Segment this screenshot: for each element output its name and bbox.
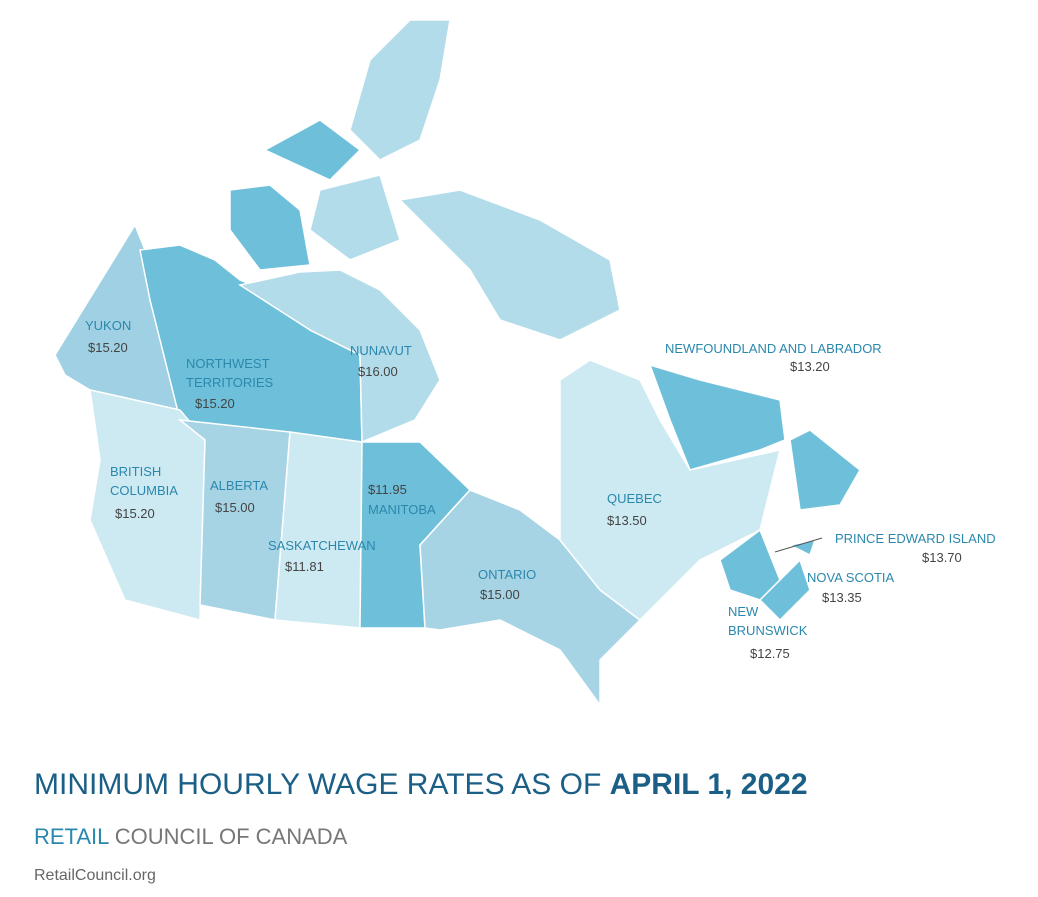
subtitle-text: COUNCIL OF CANADA xyxy=(114,824,348,849)
region-name: NEWFOUNDLAND AND LABRADOR xyxy=(665,341,882,356)
subtitle-highlight: RETAIL xyxy=(34,824,109,849)
region-name: MANITOBA xyxy=(368,502,436,517)
region-wage: $16.00 xyxy=(358,364,398,379)
region-wage: $15.20 xyxy=(195,396,235,411)
map: YUKON $15.20 NORTHWEST TERRITORIES $15.20 NUN… xyxy=(54,19,996,708)
labrador xyxy=(648,363,786,471)
saskatchewan xyxy=(274,431,363,629)
nunavut xyxy=(238,269,441,444)
region-wage: $13.70 xyxy=(922,550,962,565)
alberta xyxy=(177,418,291,621)
region-wage: $13.20 xyxy=(790,359,830,374)
prince-edward-island xyxy=(787,539,817,557)
nunavut-island xyxy=(398,189,621,341)
ontario xyxy=(419,489,642,708)
subtitle: RETAIL COUNCIL OF CANADA xyxy=(34,824,347,850)
region-wage: $11.95 xyxy=(368,482,407,497)
region-wage: $15.00 xyxy=(480,587,520,602)
nunavut-island xyxy=(349,19,451,161)
region-name: SASKATCHEWAN xyxy=(268,538,376,553)
region-name: COLUMBIA xyxy=(110,483,178,498)
nunavut-island xyxy=(263,119,362,181)
pei-leader xyxy=(774,537,823,553)
region-name: BRITISH xyxy=(110,464,161,479)
region-name: ALBERTA xyxy=(210,478,268,493)
nova-scotia xyxy=(758,558,811,622)
region-wage: $15.20 xyxy=(115,506,155,521)
region-wage: $13.50 xyxy=(607,513,647,528)
region-wage: $13.35 xyxy=(822,590,862,605)
british-columbia xyxy=(89,389,206,621)
newfoundland xyxy=(789,429,861,511)
region-name: PRINCE EDWARD ISLAND xyxy=(835,531,996,546)
northwest-territories-island xyxy=(229,184,311,271)
region-name: QUEBEC xyxy=(607,491,662,506)
labels: YUKON $15.20 NORTHWEST TERRITORIES $15.20 NUN… xyxy=(85,318,996,661)
provinces xyxy=(54,19,861,708)
region-wage: $15.20 xyxy=(88,340,128,355)
region-name: NOVA SCOTIA xyxy=(807,570,894,585)
title-text: MINIMUM HOURLY WAGE RATES AS OF xyxy=(34,768,602,801)
title: MINIMUM HOURLY WAGE RATES AS OF APRIL 1,… xyxy=(34,768,808,802)
region-name: NEW xyxy=(728,604,759,619)
region-wage: $11.81 xyxy=(285,559,324,574)
nunavut-island xyxy=(309,174,401,261)
region-name: NORTHWEST xyxy=(186,356,270,371)
title-date: APRIL 1, 2022 xyxy=(609,768,808,801)
region-name: YUKON xyxy=(85,318,131,333)
region-name: TERRITORIES xyxy=(186,375,273,390)
region-name: NUNAVUT xyxy=(350,343,412,358)
region-wage: $12.75 xyxy=(750,646,790,661)
region-wage: $15.00 xyxy=(215,500,255,515)
region-name: ONTARIO xyxy=(478,567,536,582)
region-name: BRUNSWICK xyxy=(728,623,808,638)
url: RetailCouncil.org xyxy=(34,867,156,884)
